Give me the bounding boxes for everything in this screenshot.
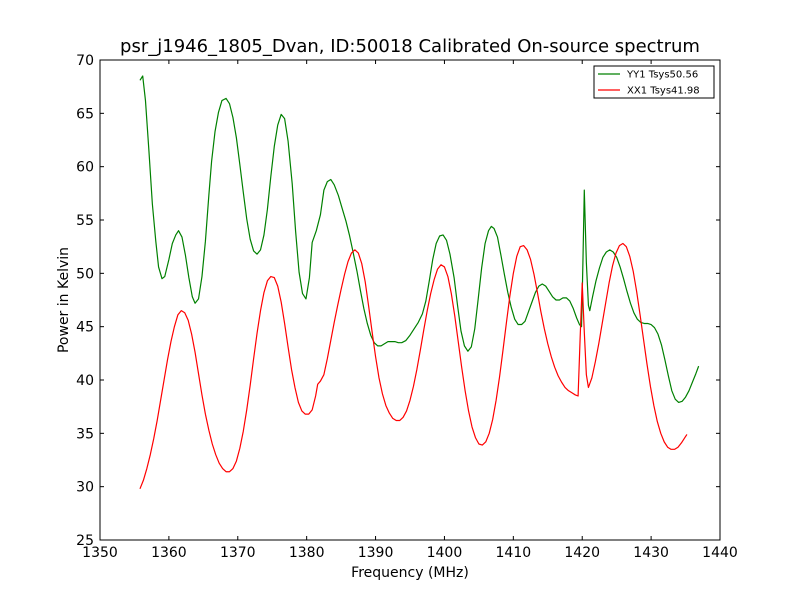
x-tick-label: 1400	[427, 545, 463, 561]
y-tick-label: 40	[76, 373, 94, 389]
x-axis-label: Frequency (MHz)	[351, 565, 469, 581]
x-tick-label: 1350	[82, 545, 118, 561]
x-tick-label: 1380	[289, 545, 325, 561]
x-tick-label: 1420	[564, 545, 600, 561]
y-tick-label: 35	[76, 426, 94, 442]
y-tick-label: 30	[76, 480, 94, 496]
plot-layer: 1350 1360 1370 1380 1390 1400 1410 1420 1430 1440…	[76, 53, 738, 561]
y-axis-label: Power in Kelvin	[56, 247, 72, 353]
y-tick-label: 45	[76, 320, 94, 336]
chart-title: psr_j1946_1805_Dvan, ID:50018 Calibrated…	[120, 36, 700, 57]
series-line-1	[139, 242, 688, 490]
legend-label-0: YY1 Tsys50.56	[626, 70, 698, 81]
x-tick-label: 1390	[358, 545, 394, 561]
x-tick-label: 1360	[151, 545, 187, 561]
x-tick-label: 1430	[633, 545, 669, 561]
y-tick-label: 55	[76, 213, 94, 229]
y-tick-label: 60	[76, 160, 94, 176]
y-tick-label: 65	[76, 106, 94, 122]
series-line-0	[139, 75, 700, 403]
y-tick-label: 50	[76, 266, 94, 282]
x-tick-label: 1440	[702, 545, 738, 561]
legend-label-1: XX1 Tsys41.98	[627, 86, 700, 97]
x-tick-label: 1370	[220, 545, 256, 561]
plot-frame	[99, 59, 721, 541]
legend-box	[593, 65, 715, 99]
y-tick-label: 25	[76, 533, 94, 549]
x-tick-label: 1410	[496, 545, 532, 561]
y-tick-label: 70	[76, 53, 94, 69]
